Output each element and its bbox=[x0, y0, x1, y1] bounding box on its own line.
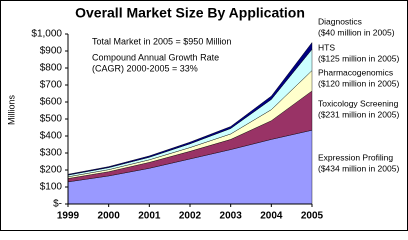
x-tick-label: 2002 bbox=[179, 211, 202, 222]
x-tick-label: 2001 bbox=[138, 211, 161, 222]
y-tick-label: $600 bbox=[40, 97, 63, 108]
y-tick-label: $400 bbox=[40, 131, 63, 142]
y-tick-label: $300 bbox=[40, 148, 63, 159]
y-axis-label: Millions bbox=[6, 95, 16, 126]
series-label: Toxicology Screening bbox=[318, 98, 399, 108]
chart-title: Overall Market Size By Application bbox=[75, 5, 305, 21]
series-note: ($120 million in 2005) bbox=[318, 78, 399, 88]
series-label: Diagnostics bbox=[318, 16, 362, 26]
series-note: ($231 million in 2005) bbox=[318, 109, 399, 119]
annotation: (CAGR) 2000-2005 = 33% bbox=[92, 63, 198, 73]
series-note: ($40 million in 2005) bbox=[318, 27, 395, 37]
series-label: Pharmacogenomics bbox=[318, 67, 393, 77]
y-tick-label: $500 bbox=[40, 114, 63, 125]
series-label: Expression Profiling bbox=[318, 152, 393, 162]
series-label: HTS bbox=[318, 42, 335, 52]
x-tick-label: 2004 bbox=[260, 211, 283, 222]
x-tick-label: 2003 bbox=[220, 211, 243, 222]
area bbox=[67, 41, 313, 176]
series-note: ($125 million in 2005) bbox=[318, 53, 399, 63]
y-tick-label: $700 bbox=[40, 80, 63, 91]
y-tick-label: $900 bbox=[40, 46, 63, 57]
x-tick-label: 2000 bbox=[98, 211, 121, 222]
series-note: ($434 million in 2005) bbox=[318, 163, 399, 173]
y-tick-label: $100 bbox=[40, 182, 63, 193]
y-tick-label: $1,000 bbox=[31, 29, 62, 40]
y-tick-label: $- bbox=[53, 199, 62, 210]
y-tick-label: $800 bbox=[40, 63, 63, 74]
chart: Overall Market Size By Application Milli… bbox=[0, 0, 408, 231]
annotation: Total Market in 2005 = $950 Million bbox=[92, 36, 231, 46]
x-tick-label: 1999 bbox=[57, 211, 80, 222]
y-tick-label: $200 bbox=[40, 165, 63, 176]
annotation: Compound Annual Growth Rate bbox=[92, 52, 219, 62]
x-tick-label: 2005 bbox=[301, 211, 324, 222]
